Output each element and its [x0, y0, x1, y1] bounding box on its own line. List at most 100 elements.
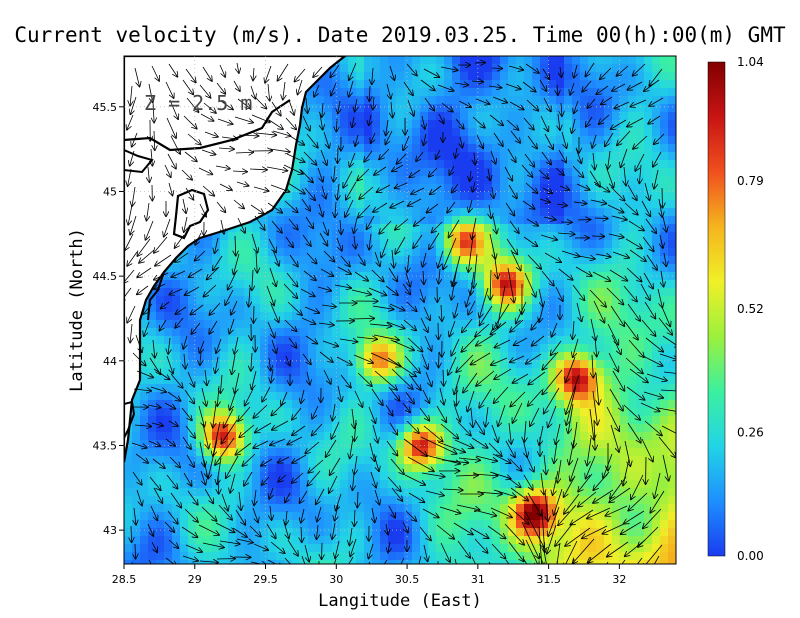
velocity-cell: [340, 144, 349, 153]
velocity-cell: [580, 536, 589, 545]
velocity-cell: [668, 432, 676, 441]
velocity-cell: [380, 416, 389, 425]
velocity-cell: [340, 528, 349, 537]
velocity-cell: [484, 472, 493, 481]
velocity-cell: [668, 504, 676, 513]
velocity-arrow: [218, 504, 232, 520]
map-title: Current velocity (m/s). Date 2019.03.25.…: [14, 23, 786, 47]
velocity-cell: [644, 256, 653, 265]
velocity-cell: [484, 416, 493, 425]
velocity-cell: [300, 456, 309, 465]
velocity-cell: [636, 480, 645, 489]
velocity-cell: [620, 64, 629, 73]
velocity-cell: [604, 296, 613, 305]
velocity-cell: [348, 208, 357, 217]
velocity-cell: [364, 80, 373, 89]
velocity-cell: [276, 304, 285, 313]
velocity-cell: [188, 256, 197, 265]
velocity-cell: [148, 408, 157, 417]
velocity-cell: [620, 400, 629, 409]
velocity-cell: [180, 400, 189, 409]
velocity-cell: [660, 224, 669, 233]
velocity-cell: [164, 304, 173, 313]
velocity-cell: [524, 392, 533, 401]
velocity-cell: [532, 400, 541, 409]
velocity-arrow: [153, 339, 155, 358]
velocity-cell: [164, 392, 173, 401]
velocity-cell: [212, 280, 221, 289]
velocity-cell: [356, 464, 365, 473]
velocity-cell: [220, 280, 229, 289]
velocity-cell: [452, 480, 461, 489]
velocity-cell: [380, 144, 389, 153]
velocity-arrow: [217, 118, 232, 124]
velocity-cell: [524, 208, 533, 217]
velocity-cell: [188, 352, 197, 361]
velocity-cell: [404, 544, 413, 553]
velocity-cell: [268, 520, 277, 529]
velocity-cell: [532, 424, 541, 433]
velocity-cell: [668, 424, 676, 433]
velocity-cell: [196, 480, 205, 489]
velocity-cell: [436, 56, 445, 65]
velocity-cell: [308, 560, 317, 564]
velocity-cell: [348, 64, 357, 73]
velocity-cell: [516, 312, 525, 321]
velocity-cell: [460, 536, 469, 545]
velocity-cell: [580, 232, 589, 241]
velocity-cell: [324, 152, 333, 161]
velocity-cell: [420, 88, 429, 97]
velocity-cell: [580, 72, 589, 81]
velocity-cell: [260, 216, 269, 225]
velocity-cell: [452, 336, 461, 345]
velocity-cell: [372, 352, 381, 361]
velocity-cell: [564, 160, 573, 169]
velocity-cell: [476, 552, 485, 561]
velocity-cell: [524, 64, 533, 73]
velocity-cell: [540, 152, 549, 161]
velocity-cell: [428, 136, 437, 145]
velocity-cell: [348, 232, 357, 241]
velocity-cell: [644, 152, 653, 161]
velocity-cell: [244, 360, 253, 369]
velocity-cell: [428, 464, 437, 473]
velocity-cell: [348, 256, 357, 265]
velocity-cell: [660, 328, 669, 337]
velocity-cell: [596, 552, 605, 561]
velocity-cell: [300, 296, 309, 305]
velocity-cell: [404, 160, 413, 169]
velocity-cell: [396, 544, 405, 553]
velocity-cell: [588, 168, 597, 177]
velocity-arrow: [422, 508, 439, 518]
velocity-cell: [508, 256, 517, 265]
velocity-cell: [164, 512, 173, 521]
velocity-cell: [356, 64, 365, 73]
velocity-cell: [172, 280, 181, 289]
velocity-cell: [620, 552, 629, 561]
velocity-cell: [596, 152, 605, 161]
velocity-cell: [444, 432, 453, 441]
velocity-cell: [244, 448, 253, 457]
velocity-cell: [428, 392, 437, 401]
velocity-cell: [556, 104, 565, 113]
velocity-cell: [612, 200, 621, 209]
velocity-cell: [524, 384, 533, 393]
velocity-arrow: [271, 339, 276, 353]
velocity-cell: [276, 320, 285, 329]
velocity-cell: [668, 328, 676, 337]
velocity-cell: [404, 512, 413, 521]
velocity-cell: [564, 208, 573, 217]
velocity-cell: [316, 152, 325, 161]
velocity-cell: [364, 144, 373, 153]
velocity-cell: [508, 344, 517, 353]
velocity-cell: [324, 248, 333, 257]
velocity-cell: [476, 160, 485, 169]
velocity-cell: [396, 400, 405, 409]
velocity-cell: [436, 232, 445, 241]
velocity-cell: [364, 360, 373, 369]
velocity-cell: [540, 64, 549, 73]
velocity-cell: [444, 504, 453, 513]
velocity-cell: [156, 296, 165, 305]
velocity-cell: [132, 480, 141, 489]
velocity-cell: [620, 264, 629, 273]
